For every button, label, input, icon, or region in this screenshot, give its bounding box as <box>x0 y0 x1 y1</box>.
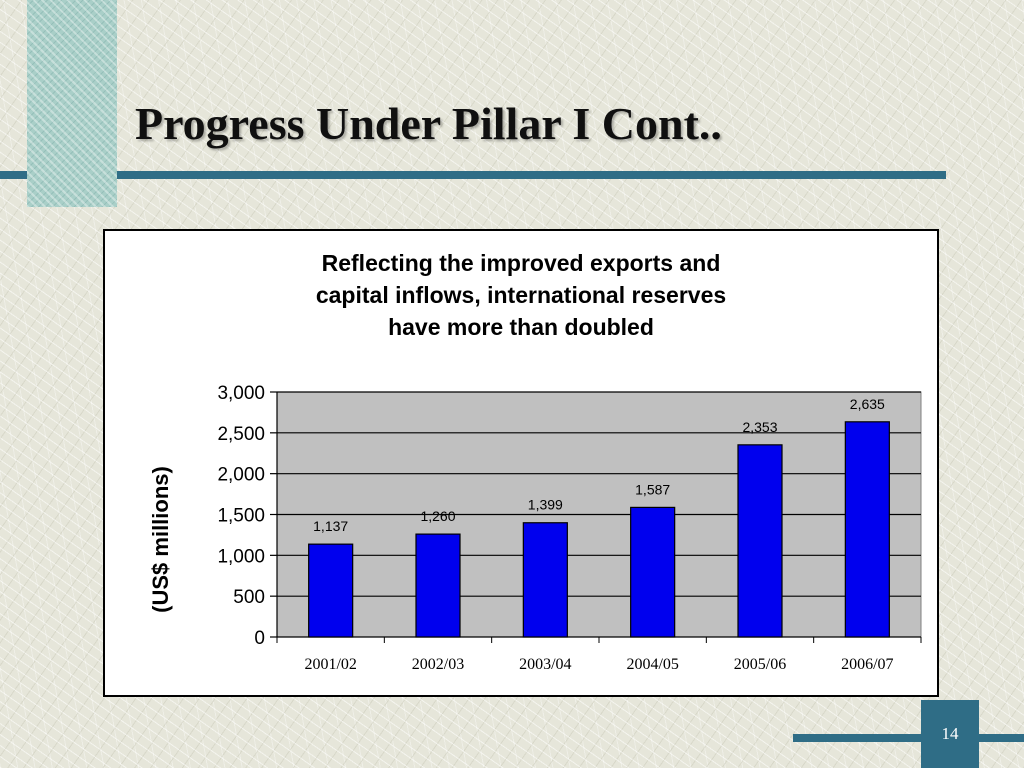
header-rule-line <box>0 171 946 179</box>
data-label: 1,260 <box>420 508 455 524</box>
bar-2005-06 <box>737 444 783 638</box>
bar-chart: 0 500 1,000 1,500 2,000 2,500 3,000 1,137 2001/0… <box>148 383 922 673</box>
data-label: 1,399 <box>528 497 563 513</box>
page-number: 14 <box>941 724 959 743</box>
bar-2006-07 <box>844 421 890 638</box>
chart-title-line-1: Reflecting the improved exports and <box>321 250 721 276</box>
y-tick-label: 3,000 <box>217 383 265 404</box>
data-label: 2,635 <box>850 396 885 412</box>
data-label: 1,587 <box>635 481 670 497</box>
page-number-box: 14 <box>921 700 979 768</box>
data-label: 1,137 <box>313 518 348 534</box>
chart-title: Reflecting the improved exports and capi… <box>105 247 937 343</box>
y-tick-label: 1,500 <box>217 506 265 527</box>
bar-2004-05 <box>630 506 676 638</box>
y-tick-label: 2,000 <box>217 465 265 486</box>
data-label: 2,353 <box>742 419 777 435</box>
y-tick-label: 1,000 <box>217 546 265 567</box>
x-tick-label: 2005/06 <box>734 656 786 673</box>
x-tick-label: 2006/07 <box>841 656 893 673</box>
bar-2002-03 <box>415 533 461 638</box>
chart-title-line-2: capital inflows, international reserves <box>315 282 727 308</box>
slide-title: Progress Under Pillar I Cont.. <box>135 98 722 149</box>
chart-panel: Reflecting the improved exports and capi… <box>103 229 939 697</box>
header-accent-square <box>27 0 117 207</box>
x-tick-label: 2002/03 <box>412 656 464 673</box>
y-axis-label: (US$ millions) <box>148 466 173 613</box>
x-tick-label: 2003/04 <box>519 656 571 673</box>
y-tick-label: 500 <box>233 587 265 608</box>
y-tick-label: 2,500 <box>217 424 265 445</box>
x-tick-label: 2001/02 <box>304 656 356 673</box>
x-tick-label: 2004/05 <box>626 656 678 673</box>
bar-2003-04 <box>522 522 568 638</box>
bar-2001-02 <box>308 543 354 638</box>
footer-rule-line <box>793 734 1024 742</box>
chart-title-line-3: have more than doubled <box>388 314 654 340</box>
y-tick-label: 0 <box>254 628 265 649</box>
